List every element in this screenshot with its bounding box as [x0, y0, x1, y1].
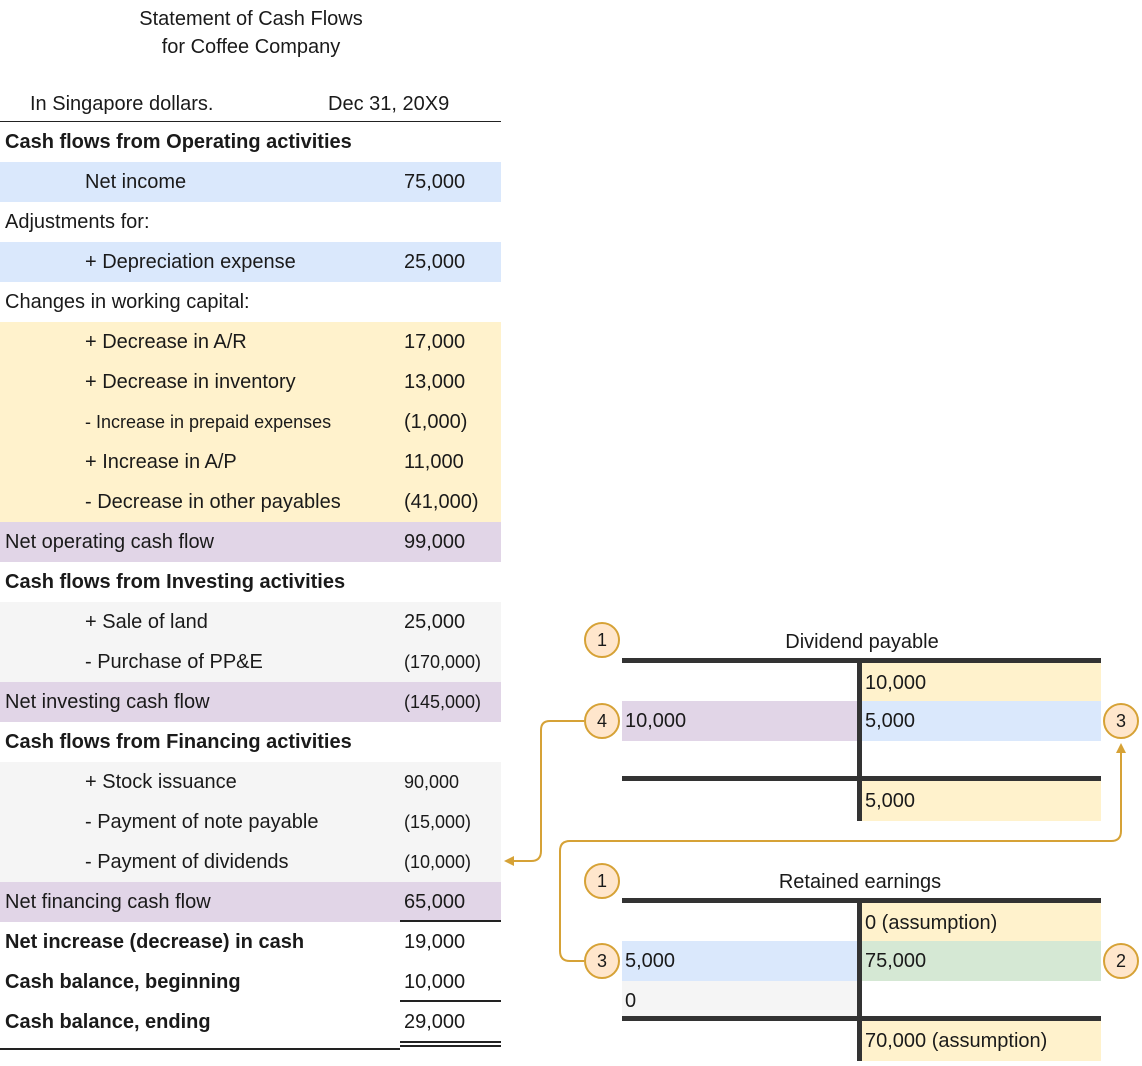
depreciation-row	[0, 242, 501, 282]
list-item: - Payment of note payable	[85, 811, 319, 833]
dividend-declared-arrow	[559, 743, 1126, 962]
list-item: + Stock issuance	[85, 771, 237, 793]
list-item: + Increase in A/P	[85, 451, 237, 473]
list-item: - Purchase of PP&E	[85, 651, 263, 673]
statement-date: Dec 31, 20X9	[328, 93, 450, 115]
statement-title: Statement of Cash Flows	[139, 8, 363, 30]
investing-header: Cash flows from Investing activities	[5, 571, 346, 593]
net-financing-row	[0, 882, 501, 922]
net-operating-value: 99,000	[404, 531, 466, 553]
operating-header: Cash flows from Operating activities	[5, 131, 352, 153]
net-operating-label: Net operating cash flow	[5, 531, 215, 553]
t-account-balance-bar	[622, 1016, 1101, 1021]
list-item-value: 17,000	[404, 331, 466, 353]
t-account-balance-bar	[622, 776, 1101, 781]
double-rule-bottom	[400, 1045, 501, 1047]
list-item-value: (170,000)	[404, 652, 482, 672]
ending-label: Cash balance, ending	[5, 1011, 211, 1033]
step-marker: 3	[1103, 703, 1139, 739]
list-item: - Increase in prepaid expenses	[85, 412, 332, 432]
beginning-value: 10,000	[404, 971, 466, 993]
list-item: - Decrease in other payables	[85, 491, 341, 513]
net-income-row	[0, 162, 501, 202]
net-financing-label: Net financing cash flow	[5, 891, 211, 913]
subtotal-rule	[400, 920, 501, 922]
list-item-value: 11,000	[404, 451, 464, 473]
net-investing-label: Net investing cash flow	[5, 691, 210, 713]
list-item: + Decrease in inventory	[85, 371, 296, 393]
dividend-credit-closing: 5,000	[862, 781, 1101, 821]
list-item-value: 90,000	[404, 772, 460, 792]
net-investing-value: (145,000)	[404, 692, 482, 712]
double-rule-top	[400, 1041, 501, 1043]
depreciation-label: + Depreciation expense	[85, 251, 296, 273]
dividend-payment-arrow	[504, 720, 584, 866]
list-item-value: 13,000	[404, 371, 466, 393]
net-increase-label: Net increase (decrease) in cash	[5, 931, 305, 953]
financing-header: Cash flows from Financing activities	[5, 731, 352, 753]
retained-credit-opening: 0 (assumption)	[862, 903, 1101, 941]
statement-subtitle: for Coffee Company	[161, 36, 341, 58]
net-income-label: Net income	[85, 171, 187, 193]
list-item: + Sale of land	[85, 611, 208, 633]
net-financing-value: 65,000	[404, 891, 466, 913]
t-account-divider	[857, 898, 862, 1061]
dividend-payable-title: Dividend payable	[785, 631, 939, 653]
dividend-credit-opening: 10,000	[862, 663, 1101, 701]
retained-credit-closing: 70,000 (assumption)	[862, 1021, 1101, 1061]
list-item: - Payment of dividends	[85, 851, 289, 873]
net-increase-value: 19,000	[404, 931, 466, 953]
statement-bottom-rule	[0, 1048, 400, 1050]
step-marker: 3	[584, 943, 620, 979]
list-item-value: (41,000)	[404, 491, 479, 513]
financing-block	[0, 762, 501, 882]
retained-debit-entry: 5,000	[622, 941, 857, 981]
step-marker: 1	[584, 622, 620, 658]
retained-debit-zero: 0	[622, 981, 857, 1016]
step-marker: 1	[584, 863, 620, 899]
depreciation-value: 25,000	[404, 251, 466, 273]
net-investing-row	[0, 682, 501, 722]
retained-earnings-title: Retained earnings	[778, 871, 942, 893]
list-item-value: (1,000)	[404, 411, 468, 433]
dividend-credit-entry: 5,000	[862, 701, 1101, 741]
working-capital-block	[0, 322, 501, 522]
currency-note: In Singapore dollars.	[30, 93, 214, 115]
step-marker: 4	[584, 703, 620, 739]
beginning-label: Cash balance, beginning	[5, 971, 241, 993]
ending-value: 29,000	[404, 1011, 466, 1033]
list-item-value: (10,000)	[404, 852, 472, 872]
adjustments-label: Adjustments for:	[5, 211, 150, 233]
total-rule	[400, 1000, 501, 1002]
list-item-value: (15,000)	[404, 812, 472, 832]
net-operating-row	[0, 522, 501, 562]
dividend-debit-entry: 10,000	[622, 701, 857, 741]
t-account-divider	[857, 658, 862, 821]
header-rule	[0, 121, 501, 122]
net-income-value: 75,000	[404, 171, 466, 193]
list-item: + Decrease in A/R	[85, 331, 247, 353]
step-marker: 2	[1103, 943, 1139, 979]
investing-block	[0, 602, 501, 682]
retained-credit-entry: 75,000	[862, 941, 1101, 981]
list-item-value: 25,000	[404, 611, 466, 633]
working-capital-label: Changes in working capital:	[5, 291, 250, 313]
